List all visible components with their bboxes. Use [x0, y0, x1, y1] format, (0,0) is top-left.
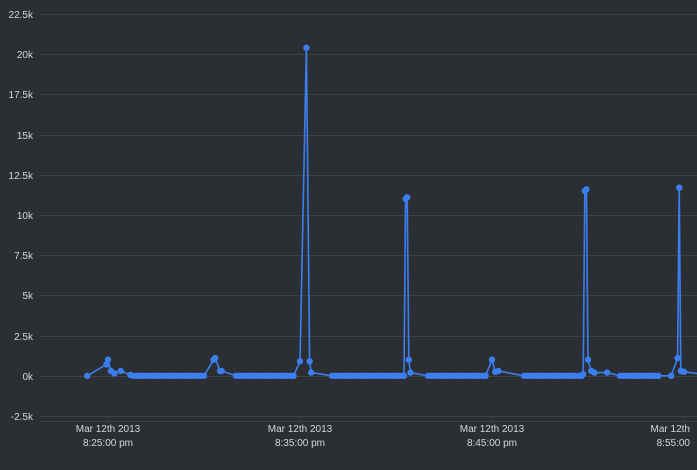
data-point[interactable]: [111, 370, 118, 377]
data-point[interactable]: [296, 358, 304, 365]
data-point[interactable]: [400, 372, 408, 379]
x-axis-tick-labels: Mar 12th 2013 8:25:00 pm Mar 12th 2013 8:35…: [76, 424, 691, 449]
y-tick-label: -2.5k: [11, 412, 34, 423]
series-line: [86, 47, 697, 377]
data-point[interactable]: [674, 354, 681, 362]
data-point[interactable]: [218, 367, 225, 375]
data-point[interactable]: [488, 356, 496, 363]
data-point[interactable]: [404, 194, 411, 201]
data-point[interactable]: [104, 356, 112, 363]
x-tick-label: 8:55:00: [657, 438, 691, 449]
data-point[interactable]: [584, 356, 592, 363]
data-point[interactable]: [306, 358, 313, 365]
data-point[interactable]: [580, 371, 587, 378]
x-tick-label: Mar 12th 2013: [268, 424, 333, 435]
y-tick-label: 20k: [17, 50, 34, 61]
data-point[interactable]: [676, 184, 683, 191]
y-tick-label: 7.5k: [14, 251, 34, 262]
data-point[interactable]: [591, 369, 598, 376]
x-tick-label: Mar 12th: [651, 424, 690, 435]
data-point[interactable]: [482, 372, 489, 379]
y-tick-label: 10k: [17, 211, 34, 222]
y-axis-tick-labels: -2.5k 0k 2.5k 5k 7.5k 10k 12.5k 15k 17.5k 20k 22.5…: [9, 10, 34, 423]
data-point[interactable]: [655, 372, 662, 379]
data-point[interactable]: [84, 372, 91, 379]
gridlines: [40, 14, 697, 423]
y-tick-label: 12.5k: [9, 171, 34, 182]
y-tick-label: 22.5k: [9, 10, 34, 21]
y-tick-label: 17.5k: [9, 90, 34, 101]
data-point[interactable]: [308, 369, 315, 376]
data-point[interactable]: [290, 372, 297, 379]
y-tick-label: 0k: [22, 372, 34, 383]
y-tick-label: 5k: [22, 291, 34, 302]
data-point[interactable]: [407, 369, 414, 376]
data-point[interactable]: [668, 372, 675, 379]
y-tick-label: 15k: [17, 131, 34, 142]
x-tick-label: Mar 12th 2013: [460, 424, 525, 435]
y-tick-label: 2.5k: [14, 332, 34, 343]
x-tick-label: 8:25:00 pm: [83, 438, 133, 449]
data-point[interactable]: [303, 44, 310, 51]
series-requests: [84, 44, 697, 379]
data-point[interactable]: [583, 186, 590, 193]
data-point[interactable]: [680, 368, 688, 375]
data-point[interactable]: [200, 372, 208, 379]
data-point[interactable]: [604, 369, 611, 376]
data-point[interactable]: [405, 356, 412, 363]
x-tick-label: Mar 12th 2013: [76, 424, 141, 435]
data-point[interactable]: [495, 367, 502, 375]
x-tick-label: 8:35:00 pm: [275, 438, 325, 449]
x-tick-label: 8:45:00 pm: [467, 438, 517, 449]
data-point[interactable]: [117, 367, 125, 375]
data-point[interactable]: [212, 354, 219, 362]
